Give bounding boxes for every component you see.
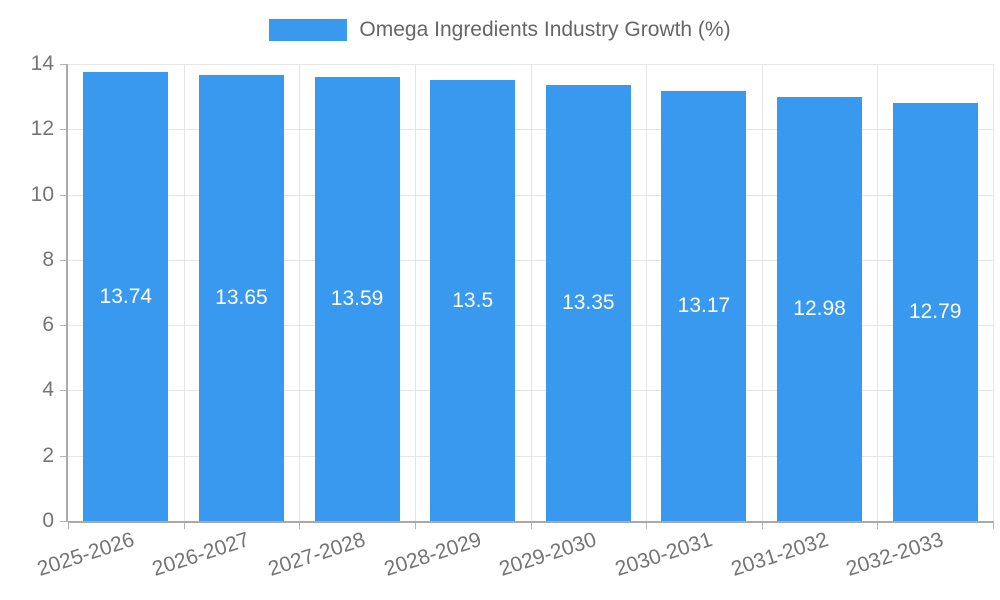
x-axis-tick-mark xyxy=(68,521,69,529)
y-tick-label: 6 xyxy=(42,313,54,337)
gridline-vertical xyxy=(183,64,185,521)
bar[interactable] xyxy=(661,91,747,521)
x-axis-tick-mark xyxy=(761,521,763,529)
y-axis-tick-mark xyxy=(60,521,68,522)
bar[interactable] xyxy=(545,85,631,521)
x-axis-line xyxy=(68,521,993,523)
bar-value-label: 12.98 xyxy=(793,297,846,321)
y-tick-label: 12 xyxy=(30,117,54,141)
gridline-vertical xyxy=(993,64,994,521)
y-axis-tick-mark xyxy=(60,390,68,392)
y-axis-line xyxy=(66,64,68,521)
bar[interactable] xyxy=(430,80,516,521)
y-axis-tick-mark xyxy=(60,64,68,65)
y-tick-label: 8 xyxy=(42,247,54,271)
x-axis-tick-mark xyxy=(877,521,879,529)
y-tick-label: 4 xyxy=(42,378,54,402)
x-axis-tick-mark xyxy=(183,521,185,529)
y-axis-tick-mark xyxy=(60,194,68,196)
bar[interactable] xyxy=(892,103,978,521)
legend-label: Omega Ingredients Industry Growth (%) xyxy=(359,18,731,41)
x-axis-tick-mark xyxy=(414,521,416,529)
x-axis-tick-mark xyxy=(299,521,301,529)
legend[interactable]: Omega Ingredients Industry Growth (%) xyxy=(0,18,1000,42)
bar[interactable] xyxy=(777,97,863,521)
y-axis-tick-mark xyxy=(60,129,68,131)
y-tick-label: 2 xyxy=(42,443,54,467)
gridline-vertical xyxy=(761,64,763,521)
y-tick-label: 10 xyxy=(30,182,54,206)
gridline-vertical xyxy=(877,64,879,521)
bar-value-label: 12.79 xyxy=(908,300,962,324)
bar-value-label: 13.5 xyxy=(452,288,494,312)
gridline-vertical xyxy=(530,64,532,521)
y-axis-tick-mark xyxy=(60,325,68,327)
bar[interactable] xyxy=(198,75,284,521)
bar-value-label: 13.17 xyxy=(677,294,731,318)
bar-value-label: 13.59 xyxy=(330,287,384,311)
legend-swatch xyxy=(269,19,348,41)
gridline-vertical xyxy=(646,64,648,521)
y-tick-label: 14 xyxy=(30,52,54,75)
bar-value-label: 13.65 xyxy=(215,286,268,310)
bar-value-label: 13.74 xyxy=(99,284,153,308)
x-axis-tick-mark xyxy=(646,521,648,529)
x-axis-tick-mark xyxy=(993,521,994,529)
x-axis-tick-mark xyxy=(530,521,532,529)
gridline-vertical xyxy=(414,64,416,521)
y-tick-label: 0 xyxy=(42,509,54,532)
y-axis-tick-mark xyxy=(60,455,68,457)
y-axis-tick-mark xyxy=(60,259,68,261)
bar[interactable] xyxy=(314,77,400,521)
bar[interactable] xyxy=(83,72,169,521)
gridline-vertical xyxy=(299,64,301,521)
bar-value-label: 13.35 xyxy=(562,291,615,315)
